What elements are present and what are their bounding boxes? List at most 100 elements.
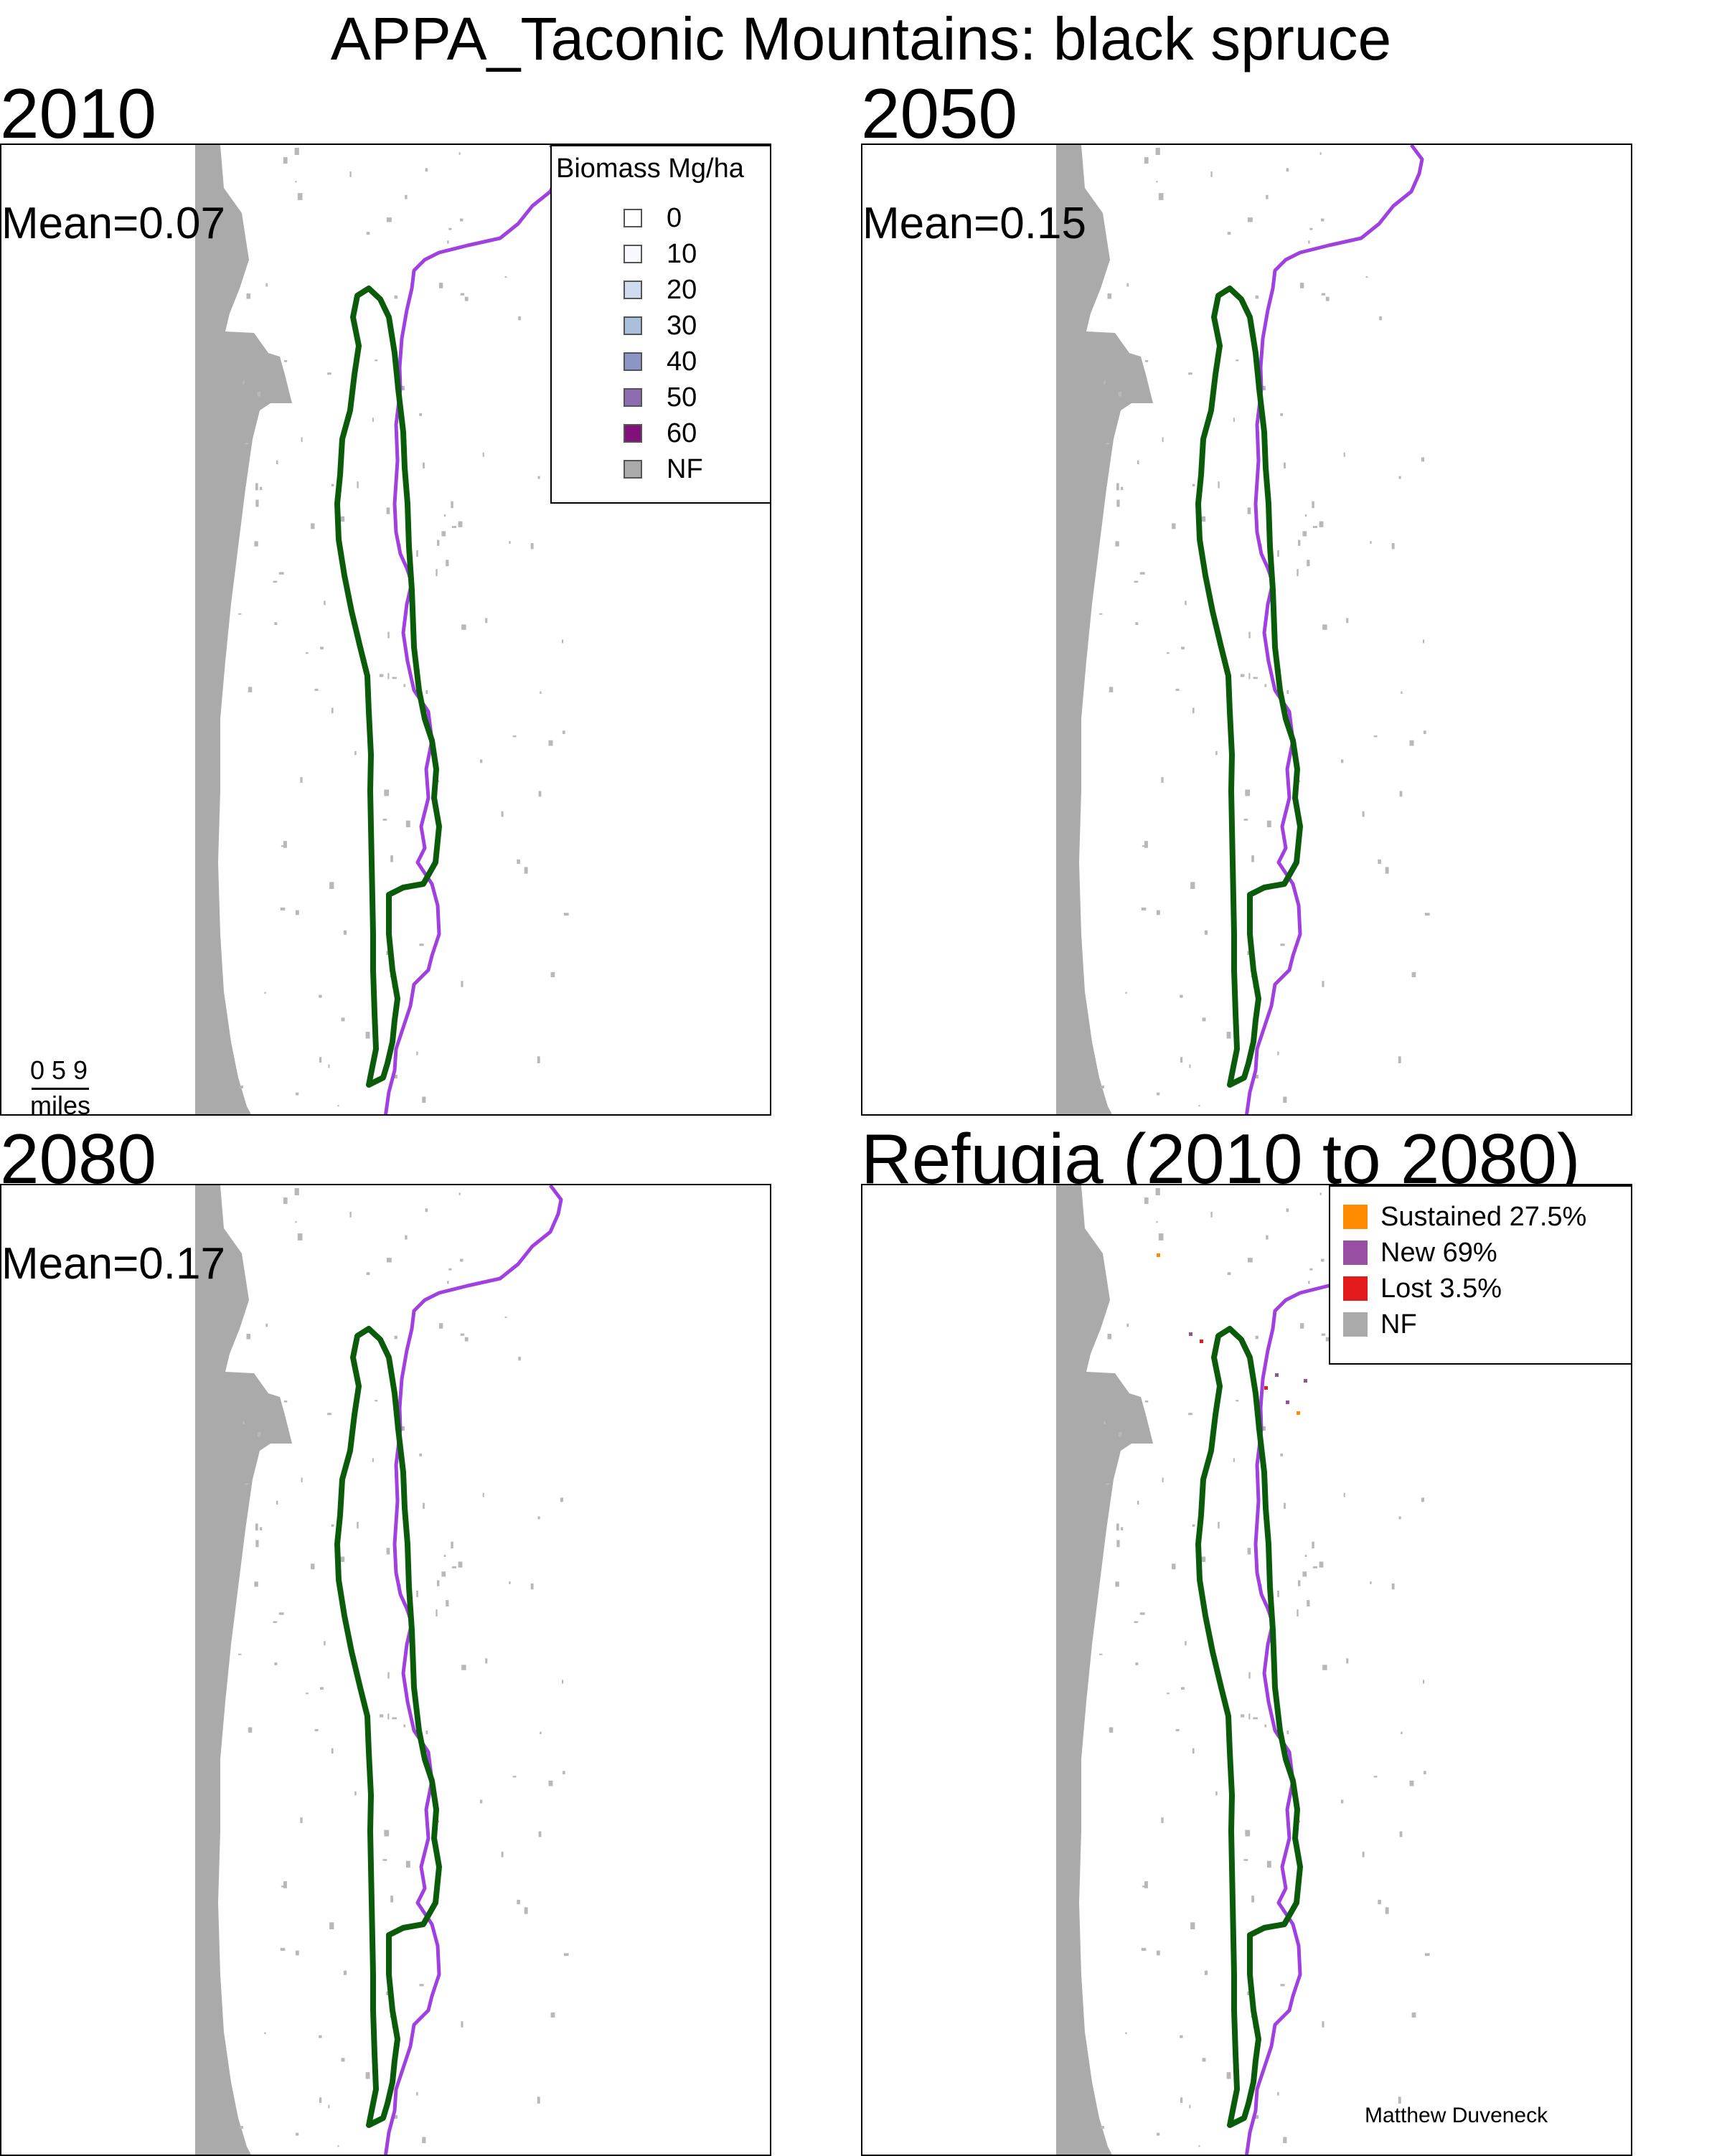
nonforest-speck	[278, 1612, 284, 1615]
nonforest-speck	[1139, 572, 1145, 575]
refugia-cell-sustained	[1157, 1253, 1160, 1257]
map-panel-2010: Mean=0.07 Biomass Mg/ha 0 10 20 30 40 50…	[0, 143, 771, 1116]
nonforest-speck	[301, 437, 303, 443]
panel-title-refugia: Refugia (2010 to 2080)	[861, 1119, 1581, 1198]
nonforest-speck	[1248, 673, 1251, 679]
nonforest-speck	[1321, 293, 1326, 296]
nonforest-speck	[1248, 1672, 1251, 1679]
nonforest-speck	[1309, 227, 1313, 230]
nonforest-speck	[1286, 690, 1289, 695]
nonforest-speck	[1312, 526, 1317, 528]
nonforest-speck	[1192, 1748, 1195, 1754]
nonforest-speck	[382, 1859, 387, 1861]
map-refugia-svg	[1056, 1185, 1430, 2155]
mean-2050: Mean=0.15	[862, 199, 1086, 248]
nonforest-speck	[1227, 1272, 1231, 1276]
nonforest-speck	[1266, 820, 1271, 827]
nonforest-speck	[451, 501, 453, 509]
nonforest-speck	[1190, 1922, 1195, 1929]
nonforest-speck	[390, 855, 393, 862]
nonforest-speck	[295, 1221, 297, 1223]
nonforest-speck	[1322, 2021, 1325, 2028]
nonforest-speck	[387, 673, 390, 679]
nonforest-speck	[1144, 360, 1149, 362]
nonforest-speck	[1277, 1051, 1279, 1055]
nonforest-speck	[1156, 910, 1160, 915]
nonforest-speck	[365, 1032, 370, 1039]
map-panel-refugia: Sustained 27.5% New 69% Lost 3.5% NF Mat…	[861, 1184, 1632, 2156]
nonforest-speck	[1156, 1950, 1160, 1956]
nonforest-speck	[1180, 994, 1183, 998]
nonforest-speck	[1424, 730, 1426, 734]
nonforest-speck	[1283, 2137, 1287, 2144]
nonforest-speck	[1243, 819, 1248, 821]
nonforest-speck	[405, 194, 408, 199]
nonforest-speck	[1262, 385, 1266, 390]
nonforest-speck	[300, 777, 303, 783]
nonforest-speck	[1107, 293, 1111, 299]
nonforest-speck	[1185, 601, 1187, 606]
nonforest-speck	[280, 1947, 286, 1951]
nonforest-speck	[255, 499, 259, 507]
nonforest-area	[1056, 1185, 1153, 2155]
nonforest-speck	[1385, 867, 1389, 874]
legend-label: 20	[667, 274, 697, 305]
nonforest-speck	[264, 2032, 266, 2035]
nonforest-speck	[1247, 951, 1251, 955]
nonforest-speck	[1200, 516, 1206, 522]
nonforest-speck	[563, 1771, 565, 1774]
nonforest-speck	[464, 296, 469, 301]
nonforest-speck	[443, 1554, 446, 1557]
nonforest-speck	[1134, 1621, 1139, 1624]
nonforest-speck	[274, 622, 278, 625]
nonforest-speck	[273, 1621, 278, 1624]
nonforest-speck	[281, 1886, 286, 1888]
nonforest-speck	[451, 1541, 453, 1549]
nonforest-speck	[1266, 1235, 1269, 1240]
nonforest-speck	[1421, 457, 1425, 462]
nonforest-speck	[337, 2145, 339, 2147]
nonforest-speck	[238, 1653, 242, 1655]
legend-swatch	[624, 281, 642, 299]
nonforest-speck	[416, 1051, 418, 1055]
nonforest-speck	[1321, 1333, 1326, 1336]
nonforest-speck	[425, 1731, 428, 1735]
panel-title-2050: 2050	[861, 74, 1018, 153]
nonforest-speck	[1121, 1527, 1124, 1530]
legend-label: Sustained 27.5%	[1380, 1201, 1587, 1232]
nonforest-speck	[1373, 1776, 1378, 1778]
nonforest-speck	[524, 867, 528, 874]
nonforest-speck	[537, 1516, 540, 1520]
nonforest-speck	[538, 791, 542, 797]
nonforest-speck	[1391, 543, 1395, 550]
nonforest-speck	[1115, 541, 1119, 547]
nonforest-speck	[419, 1984, 424, 1987]
nonforest-speck	[255, 1540, 259, 1548]
nonforest-speck	[403, 684, 406, 687]
nonforest-speck	[1155, 148, 1160, 155]
nonforest-speck	[1321, 1258, 1325, 1262]
nonforest-speck	[1312, 1541, 1314, 1549]
nonforest-speck	[339, 1556, 345, 1563]
nonforest-speck	[327, 372, 331, 375]
nonforest-speck	[1322, 981, 1325, 987]
refugia-cell-new	[1304, 1379, 1307, 1383]
nonforest-speck	[1202, 2058, 1206, 2062]
nonforest-speck	[375, 1400, 378, 1402]
nonforest-speck	[357, 1522, 359, 1529]
nonforest-speck	[485, 1658, 488, 1664]
nonforest-speck	[331, 484, 334, 486]
nonforest-speck	[254, 541, 258, 547]
nonforest-speck	[1210, 1211, 1213, 1218]
nonforest-speck	[283, 1197, 288, 1205]
nonforest-speck	[422, 2137, 426, 2144]
legend-label: New 69%	[1380, 1237, 1497, 1268]
nonforest-speck	[1144, 1401, 1149, 1403]
nonforest-speck	[1423, 1680, 1425, 1684]
nonforest-speck	[1188, 1413, 1192, 1416]
nonforest-speck	[480, 1799, 483, 1804]
nonforest-speck	[1167, 652, 1170, 654]
legend-item-nf: NF	[624, 453, 703, 485]
nonforest-speck	[1137, 1500, 1139, 1505]
nonforest-speck	[537, 476, 540, 479]
